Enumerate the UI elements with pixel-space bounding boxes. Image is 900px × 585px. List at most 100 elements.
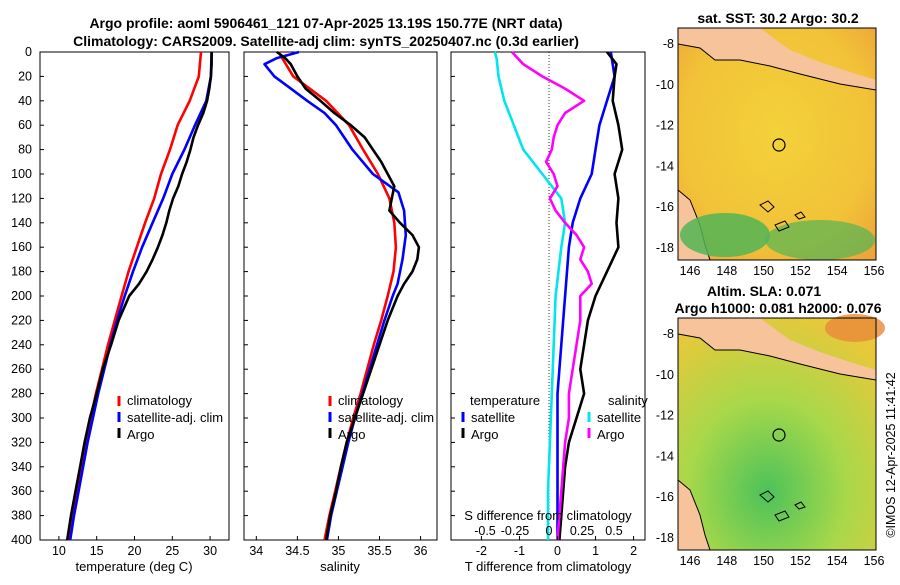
depth-tick-label: 140	[11, 216, 32, 230]
x-tick-label: 35	[331, 544, 345, 558]
depth-tick-label: 340	[11, 460, 32, 474]
map-y-tick-label: -12	[656, 119, 674, 133]
series-line-t-satellite	[556, 51, 616, 540]
salinity-xlabel: salinity	[320, 559, 360, 574]
temperature-panel: 10 15 20 25 30 temperature (deg C) climatolo…	[39, 51, 230, 574]
map-y-tick-label: -16	[656, 200, 674, 214]
legend-climatology-label: climatology	[127, 393, 193, 408]
map-x-tick-label: 148	[716, 554, 737, 568]
depth-tick-label: 100	[11, 167, 32, 181]
map-x-tick-label: 156	[864, 264, 885, 278]
legend-t-argo-label: Argo	[471, 427, 498, 442]
map-y-tick-label: -18	[656, 531, 674, 545]
sla-high-patch	[825, 314, 885, 342]
x-tick-label: 36	[414, 544, 428, 558]
s-tick-label: -0.25	[501, 524, 530, 538]
depth-tick-label: 380	[11, 509, 32, 523]
map-y-tick-label: -14	[656, 449, 674, 463]
x-tick-label: -2	[476, 544, 487, 558]
reef-islands-2	[759, 490, 806, 522]
depth-tick-label: 400	[11, 533, 32, 547]
series-line-satellite-adj-clim	[263, 50, 408, 541]
series-line-argo	[276, 50, 421, 541]
map-x-tick-label: 154	[827, 554, 848, 568]
salinity-legend: climatology satellite-adj. clim Argo	[328, 393, 434, 442]
sst-map-title: sat. SST: 30.2 Argo: 30.2	[697, 10, 859, 26]
title-line-1: Argo profile: aoml 5906461_121 07-Apr-20…	[89, 15, 562, 31]
temperature-xlabel: temperature (deg C)	[75, 559, 192, 574]
x-tick-label: 0	[554, 544, 561, 558]
sla-map-title-2: Argo h1000: 0.081 h2000: 0.076	[674, 300, 881, 316]
series-line-climatology	[68, 51, 203, 541]
x-tick-label: 10	[52, 544, 66, 558]
x-tick-label: -1	[514, 544, 525, 558]
temperature-legend: climatology satellite-adj. clim Argo	[117, 393, 223, 442]
legend-t-satellite-label: satellite	[471, 410, 515, 425]
x-tick-label: 34.5	[285, 544, 309, 558]
depth-tick-label: 300	[11, 411, 32, 425]
sla-map: Altim. SLA: 0.071 Argo h1000: 0.081 h200…	[656, 283, 885, 568]
legend-satellite-label: satellite-adj. clim	[127, 410, 223, 425]
sst-green-patch-2	[765, 220, 875, 260]
x-tick-label: 2	[630, 544, 637, 558]
sla-map-title-1: Altim. SLA: 0.071	[707, 283, 822, 299]
x-tick-label: 30	[203, 544, 217, 558]
title-line-2: Climatology: CARS2009. Satellite-adj cli…	[73, 33, 579, 49]
sst-green-patch	[680, 213, 770, 257]
legend-temperature-title: temperature	[470, 393, 540, 408]
legend-s-satellite-label: satellite	[597, 410, 641, 425]
depth-axis: 0 20 40 60 80 100 120 140 160 180 200 220 240 260 280 3…	[11, 45, 455, 547]
depth-tick-label: 0	[25, 45, 32, 59]
map-y-tick-label: -8	[663, 327, 674, 341]
s-tick-label: 0	[546, 524, 553, 538]
map-y-tick-label: -16	[656, 490, 674, 504]
s-tick-label: 0.25	[570, 524, 594, 538]
map-y-tick-label: -10	[656, 368, 674, 382]
difference-panel: -2 -1 0 1 2 -0.5 -0.25 0 0.25 0.5 S difference f…	[450, 51, 648, 574]
depth-tick-label: 200	[11, 289, 32, 303]
map-x-tick-label: 152	[790, 554, 811, 568]
depth-tick-label: 360	[11, 484, 32, 498]
legend-argo-label: Argo	[127, 427, 154, 442]
depth-tick-label: 180	[11, 265, 32, 279]
land-new-guinea	[678, 28, 876, 90]
x-tick-label: 25	[165, 544, 179, 558]
s-tick-label: -0.5	[474, 524, 496, 538]
depth-tick-label: 60	[18, 118, 32, 132]
map-x-tick-label: 148	[716, 264, 737, 278]
depth-tick-label: 160	[11, 240, 32, 254]
sst-map: sat. SST: 30.2 Argo: 30.2 146 148 150 152 15…	[656, 10, 885, 278]
depth-tick-label: 220	[11, 313, 32, 327]
map-y-tick-label: -10	[656, 78, 674, 92]
s-difference-label: S difference from climatology	[464, 508, 632, 523]
depth-tick-label: 120	[11, 191, 32, 205]
map-y-tick-label: -18	[656, 241, 674, 255]
s-tick-label: 0.5	[605, 524, 622, 538]
x-tick-label: 1	[592, 544, 599, 558]
series-line-argo	[65, 52, 213, 541]
map-x-tick-label: 146	[680, 264, 701, 278]
series-line-t-argo	[558, 51, 624, 541]
difference-legend: temperature satellite Argo salinity sate…	[461, 393, 648, 442]
series-line-satellite-adj-clim	[68, 51, 213, 541]
map-y-tick-label: -14	[656, 159, 674, 173]
t-difference-xlabel: T difference from climatology	[465, 559, 632, 574]
depth-tick-label: 20	[18, 69, 32, 83]
coastline-2	[677, 333, 877, 381]
x-tick-label: 20	[128, 544, 142, 558]
x-tick-label: 35.5	[367, 544, 391, 558]
legend-satellite-label-2: satellite-adj. clim	[338, 410, 434, 425]
depth-tick-label: 260	[11, 362, 32, 376]
depth-tick-label: 80	[18, 143, 32, 157]
salinity-panel: 34 34.5 35 35.5 36 salinity climatology sate…	[243, 50, 438, 574]
depth-tick-label: 40	[18, 94, 32, 108]
sla-map-frame	[677, 317, 877, 551]
depth-tick-label: 240	[11, 338, 32, 352]
series-line-s-satellite	[493, 51, 567, 540]
temperature-plot-frame	[39, 51, 230, 541]
series-line-s-argo	[510, 51, 594, 541]
legend-salinity-title: salinity	[608, 393, 648, 408]
depth-tick-label: 320	[11, 435, 32, 449]
depth-tick-label: 280	[11, 387, 32, 401]
